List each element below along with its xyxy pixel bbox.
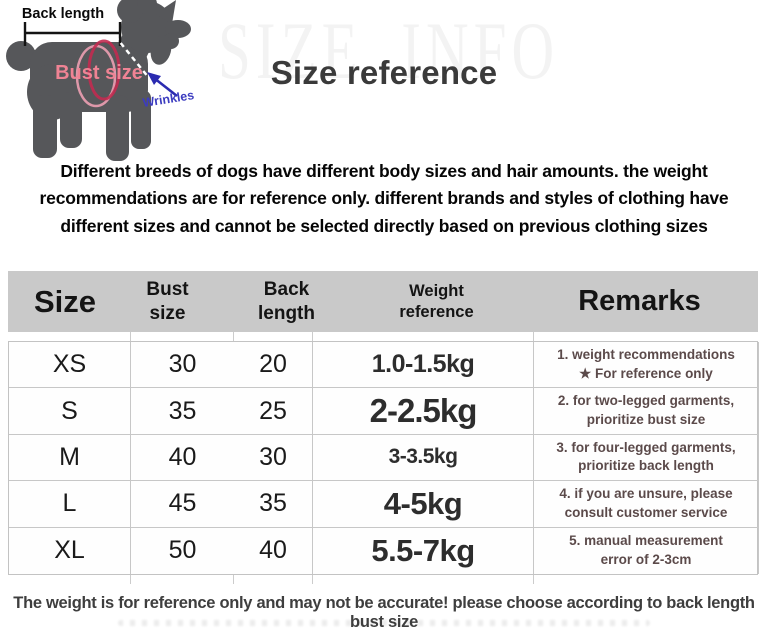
cell-bust: 45 bbox=[131, 481, 234, 528]
cell-bust: 50 bbox=[168, 536, 197, 565]
cell-remark: 3. for four-legged garments, prioritize … bbox=[534, 434, 759, 482]
cell-size: L bbox=[9, 481, 131, 528]
watermark-noise bbox=[118, 620, 650, 626]
remark-line: 5. manual measurement bbox=[569, 532, 723, 548]
remark-line: error of 2-3cm bbox=[600, 551, 692, 567]
cell-weight: 2-2.5kg bbox=[313, 388, 534, 435]
cell-size: M bbox=[9, 434, 131, 482]
header-cell-back: Back length bbox=[258, 279, 315, 324]
cell-back: 25 bbox=[234, 388, 313, 435]
cell-back: 40 bbox=[234, 527, 313, 574]
size-info-watermark: SIZE INFO bbox=[218, 5, 560, 96]
cell-remark: 5. manual measurement error of 2-3cm bbox=[534, 527, 759, 574]
cell-weight: 3-3.5kg bbox=[313, 434, 534, 482]
header-cell-size: Size bbox=[33, 283, 97, 319]
remark-line: 4. if you are unsure, please bbox=[559, 485, 733, 501]
remark-line: prioritize back length bbox=[578, 458, 714, 474]
cell-weight: 4-5kg bbox=[313, 481, 534, 528]
remark-line: consult customer service bbox=[564, 504, 728, 520]
cell-remark: 2. for two-legged garments, prioritize b… bbox=[534, 388, 759, 435]
cell-weight: 1.0-1.5kg bbox=[313, 342, 534, 389]
bust-ellipse bbox=[87, 39, 121, 101]
dog-measurement-diagram: Back length Bust size Wrinkles bbox=[6, 0, 195, 161]
dog-silhouette-icon bbox=[6, 0, 191, 161]
grid-stub bbox=[233, 574, 234, 584]
header-cell-bust: Bust size bbox=[146, 279, 189, 324]
table-header: Size Bust size Back length Weight refere… bbox=[8, 271, 758, 332]
remark-line: 1. weight recommendations bbox=[557, 346, 735, 362]
intro-text: Different breeds of dogs have different … bbox=[0, 158, 768, 240]
cell-size: S bbox=[9, 388, 131, 435]
cell-remark: 4. if you are unsure, please consult cus… bbox=[534, 481, 759, 528]
header-cell-weight: Weight reference bbox=[399, 281, 474, 321]
cell-bust: 35 bbox=[131, 388, 234, 435]
grid-stub bbox=[312, 332, 313, 341]
neck-dashed-line bbox=[114, 35, 154, 84]
cell-back: 30 bbox=[234, 434, 313, 482]
intro-line: different sizes and cannot be selected d… bbox=[60, 215, 708, 236]
intro-line: Different breeds of dogs have different … bbox=[60, 161, 708, 181]
cell-size: XL bbox=[9, 527, 131, 574]
grid-stub bbox=[312, 574, 313, 584]
remark-line: ★ For reference only bbox=[579, 365, 713, 381]
cell-back: 20 bbox=[234, 342, 313, 389]
page-title: Size reference bbox=[270, 54, 498, 91]
grid-stub bbox=[130, 574, 131, 584]
header-cell-remarks: Remarks bbox=[578, 285, 701, 317]
cell-bust: 30 bbox=[131, 342, 234, 389]
back-length-measure-line bbox=[23, 22, 122, 46]
grid-stub bbox=[233, 332, 234, 341]
remark-line: prioritize bust size bbox=[586, 412, 706, 428]
back-length-label: Back length bbox=[22, 6, 104, 22]
size-table: XS 30 20 1.0-1.5kg 1. weight recommendat… bbox=[8, 332, 759, 584]
cell-back: 35 bbox=[234, 481, 313, 528]
intro-line: recommendations are for reference only. … bbox=[39, 188, 729, 209]
wrinkles-arrow-icon bbox=[147, 72, 178, 98]
remark-line: 3. for four-legged garments, bbox=[556, 439, 736, 455]
cell-bust: 40 bbox=[131, 435, 234, 482]
grid-stub bbox=[533, 574, 534, 584]
remark-line: 2. for two-legged garments, bbox=[557, 393, 735, 409]
footer-note: The weight is for reference only and may… bbox=[13, 594, 755, 631]
bust-size-label: Bust size bbox=[55, 62, 143, 84]
cell-weight: 5.5-7kg bbox=[313, 527, 534, 574]
grid-stub bbox=[130, 332, 131, 341]
grid-stub bbox=[533, 332, 534, 341]
cell-size: XS bbox=[9, 342, 131, 389]
cell-remark: 1. weight recommendations ★ For referenc… bbox=[534, 342, 759, 389]
